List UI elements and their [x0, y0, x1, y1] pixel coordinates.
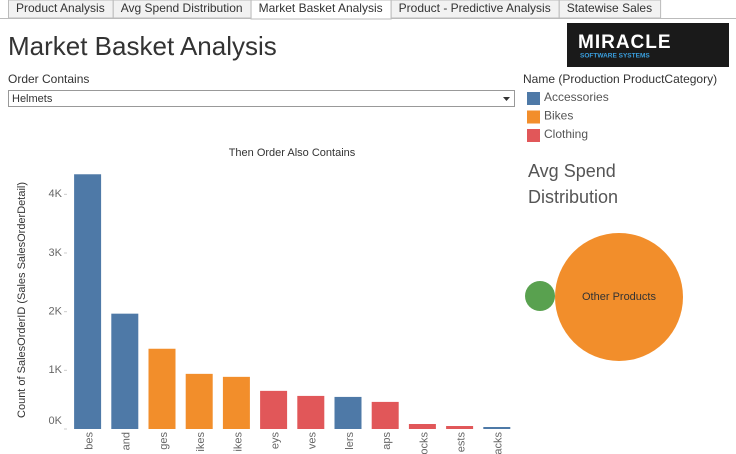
filter-label: Order Contains — [8, 72, 89, 86]
x-tick-label: eys — [270, 432, 282, 450]
x-tick-label: ests — [456, 432, 468, 453]
bar[interactable] — [222, 376, 250, 429]
bar[interactable] — [74, 174, 102, 429]
x-tick-label: ikes — [232, 432, 244, 452]
tab-label: Market Basket Analysis — [259, 1, 383, 15]
legend-swatch — [527, 92, 540, 105]
x-tick-label: ges — [158, 432, 170, 450]
page-title: Market Basket Analysis — [8, 31, 277, 61]
x-tick-label: ikes — [195, 432, 207, 452]
y-tick-label: 4K — [49, 188, 63, 200]
bar[interactable] — [148, 348, 176, 429]
y-axis-title: Count of SalesOrderID (Sales SalesOrderD… — [16, 182, 28, 418]
tab-label: Avg Spend Distribution — [121, 1, 243, 15]
tab-label: Statewise Sales — [567, 1, 652, 15]
bar[interactable] — [185, 373, 213, 429]
x-tick-label: ocks — [418, 432, 430, 454]
bubble-label: Other Products — [582, 291, 656, 303]
y-tick-label: 3K — [49, 247, 63, 259]
dropdown[interactable] — [8, 90, 515, 107]
logo-sub: SOFTWARE SYSTEMS — [580, 53, 650, 60]
bar[interactable] — [446, 426, 474, 429]
bar[interactable] — [260, 390, 288, 429]
legend-title: Name (Production ProductCategory) — [523, 72, 717, 86]
bar[interactable] — [334, 396, 362, 429]
logo — [567, 23, 729, 67]
tab-label: Product - Predictive Analysis — [399, 1, 551, 15]
x-tick-label: bes — [84, 432, 96, 450]
bar[interactable] — [408, 424, 436, 429]
legend-label: Clothing — [544, 127, 588, 141]
legend-label: Bikes — [544, 109, 573, 123]
y-tick-label: 0K — [49, 415, 63, 427]
logo-main: MIRACLE — [578, 32, 672, 53]
y-tick-label: 2K — [49, 306, 63, 318]
x-tick-label: aps — [381, 432, 393, 450]
x-tick-label: ves — [307, 432, 319, 450]
x-tick-label: lers — [344, 432, 356, 450]
y-tick-label: 1K — [49, 364, 63, 376]
bubble[interactable] — [525, 281, 555, 311]
legend-swatch — [527, 129, 540, 142]
dropdown-value: Helmets — [12, 93, 53, 105]
x-tick-label: acks — [493, 432, 505, 454]
tab-label: Product Analysis — [16, 1, 105, 15]
bar[interactable] — [111, 313, 139, 429]
bar[interactable] — [371, 401, 399, 429]
bubble-title: Avg Spend Distribution — [528, 161, 619, 207]
chart-title: Then Order Also Contains — [229, 147, 356, 159]
bar[interactable] — [297, 395, 325, 429]
legend-label: Accessories — [544, 90, 609, 104]
tab[interactable] — [558, 0, 662, 19]
dropdown-arrow — [503, 97, 510, 101]
bubble[interactable] — [555, 233, 683, 361]
bar[interactable] — [483, 427, 511, 429]
x-tick-label: and — [121, 432, 133, 450]
legend-swatch — [527, 110, 540, 124]
